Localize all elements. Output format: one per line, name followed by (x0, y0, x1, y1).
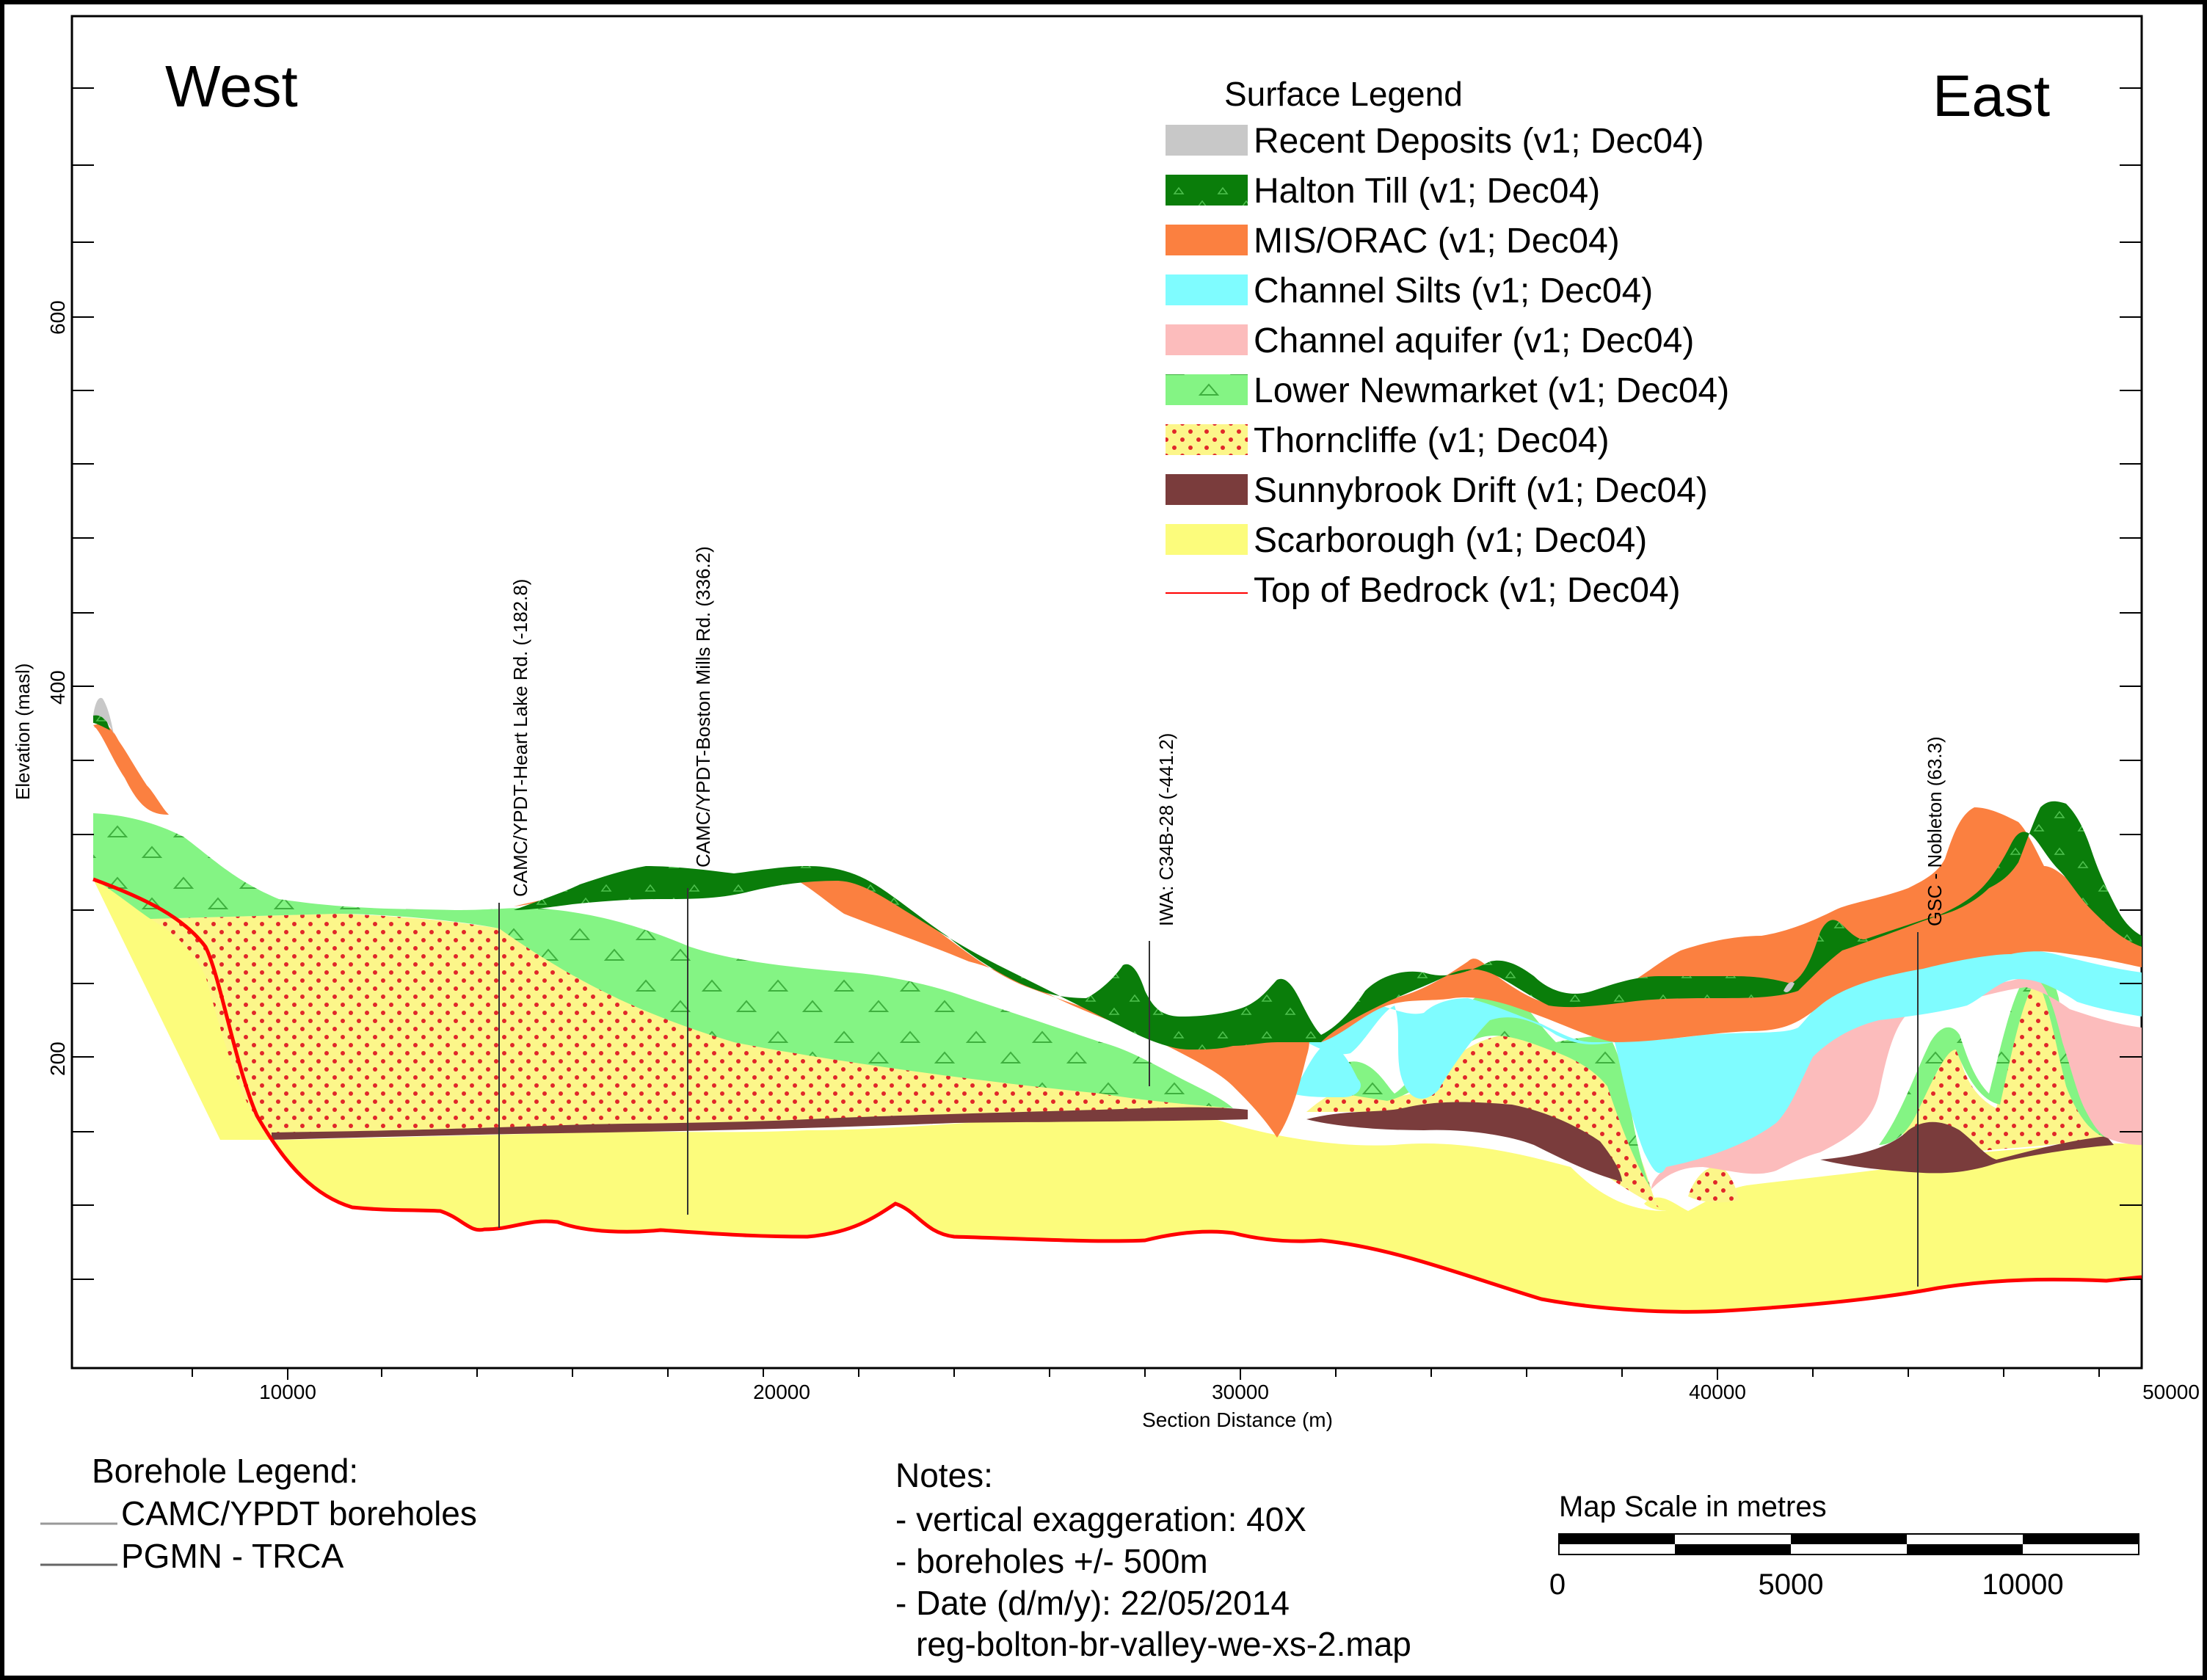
scale-bar-title: Map Scale in metres (1559, 1491, 1827, 1523)
legend-label-halton: Halton Till (v1; Dec04) (1254, 172, 1600, 211)
borehole-label-heart-lake: CAMC/YPDT-Heart Lake Rd. (-182.8) (509, 579, 531, 897)
east-label: East (1933, 63, 2050, 128)
swatch-halton-till (1166, 175, 1248, 206)
layer-scarborough (93, 879, 2142, 1312)
layer-lower-newmarket-east2 (1879, 969, 2106, 1145)
legend-label-aquifer: Channel aquifer (v1; Dec04) (1254, 321, 1694, 360)
notes-line-boreholes: - boreholes +/- 500m (895, 1542, 1208, 1580)
plot-border (70, 15, 2143, 1370)
swatch-sunnybrook (1166, 474, 1248, 505)
y-tick-400: 400 (46, 670, 69, 705)
layer-sunnybrook-east2 (1820, 1121, 2114, 1174)
swatch-scarborough (1166, 524, 1248, 555)
layer-lower-newmarket (93, 813, 1233, 1108)
layer-halton-till (514, 801, 2142, 1050)
legend-label-recent: Recent Deposits (v1; Dec04) (1254, 122, 1704, 161)
surface-legend: Surface Legend Recent Deposits (v1; Dec0… (1166, 75, 1729, 610)
notes-line-date: - Date (d/m/y): 22/05/2014 (895, 1584, 1290, 1622)
legend-label-mis: MIS/ORAC (v1; Dec04) (1254, 222, 1620, 261)
swatch-channel-aquifer (1166, 324, 1248, 355)
west-label: West (165, 54, 298, 119)
x-tick-10000: 10000 (259, 1381, 316, 1403)
layer-sunnybrook-east (1306, 1102, 1622, 1182)
x-axis-label: Section Distance (m) (1142, 1408, 1333, 1431)
plot-area: CAMC/YPDT-Heart Lake Rd. (-182.8) CAMC/Y… (12, 15, 2200, 1431)
layer-mis-orac-main (514, 873, 1309, 1138)
borehole-legend-title: Borehole Legend: (92, 1452, 358, 1490)
borehole-legend: Borehole Legend: CAMC/YPDT boreholes PGM… (40, 1452, 477, 1575)
layer-channel-silts-w (1292, 1042, 1361, 1097)
scale-bar: Map Scale in metres 0 5000 10000 (1549, 1491, 2139, 1601)
borehole-label-iwa: IWA: C34B-28 (-441.2) (1155, 733, 1177, 926)
legend-label-silts: Channel Silts (v1; Dec04) (1254, 272, 1653, 310)
layer-recent-deposits-east (1784, 982, 1795, 992)
swatch-mis-orac (1166, 225, 1248, 255)
swatch-lower-newmarket (1166, 374, 1248, 405)
x-tick-20000: 20000 (753, 1381, 810, 1403)
surface-legend-title: Surface Legend (1224, 75, 1463, 113)
scale-label-5000: 5000 (1759, 1568, 1824, 1601)
swatch-recent-deposits (1166, 125, 1248, 156)
layer-sunnybrook (272, 1107, 1248, 1140)
legend-label-bedrock: Top of Bedrock (v1; Dec04) (1254, 571, 1681, 610)
layer-channel-aquifer (1651, 976, 2142, 1189)
borehole-label-boston-mills: CAMC/YPDT-Boston Mills Rd. (336.2) (692, 546, 714, 868)
x-tick-30000: 30000 (1212, 1381, 1269, 1403)
layer-recent-deposits (93, 697, 114, 734)
borehole-legend-label-camc: CAMC/YPDT boreholes (121, 1494, 477, 1532)
legend-label-newmarket: Lower Newmarket (v1; Dec04) (1254, 371, 1729, 410)
notes-block: Notes: - vertical exaggeration: 40X - bo… (895, 1456, 1411, 1663)
layer-thorncliffe-east3 (1688, 1166, 1739, 1203)
layer-lower-newmarket-east (1314, 988, 1651, 1189)
borehole-legend-label-pgmn: PGMN - TRCA (121, 1537, 344, 1575)
y-tick-600: 600 (46, 300, 69, 335)
layer-mis-orac-2 (93, 727, 169, 815)
swatch-thorncliffe (1166, 424, 1248, 455)
y-tick-200: 200 (46, 1041, 69, 1076)
legend-label-scarborough: Scarborough (v1; Dec04) (1254, 521, 1647, 560)
layer-channel-silts (1306, 950, 2142, 1174)
legend-label-sunnybrook: Sunnybrook Drift (v1; Dec04) (1254, 471, 1708, 510)
y-axis-label: Elevation (masl) (12, 663, 34, 800)
x-axis (192, 1368, 2100, 1380)
notes-line-filename: reg-bolton-br-valley-we-xs-2.map (916, 1625, 1411, 1663)
notes-title: Notes: (895, 1456, 993, 1494)
x-tick-50000: 50000 (2142, 1381, 2200, 1403)
swatch-channel-silts (1166, 274, 1248, 305)
scale-label-0: 0 (1549, 1568, 1566, 1601)
x-tick-40000: 40000 (1689, 1381, 1746, 1403)
layer-thorncliffe-east (1306, 1034, 1659, 1207)
borehole-label-gsc-nobleton: GSC - Nobleton (63.3) (1924, 736, 1946, 926)
legend-label-thorncliffe: Thorncliffe (v1; Dec04) (1254, 421, 1610, 460)
notes-line-exaggeration: - vertical exaggeration: 40X (895, 1500, 1306, 1538)
scale-label-10000: 10000 (1982, 1568, 2063, 1601)
y-axis (72, 87, 2142, 1280)
line-top-of-bedrock (92, 877, 2142, 1314)
